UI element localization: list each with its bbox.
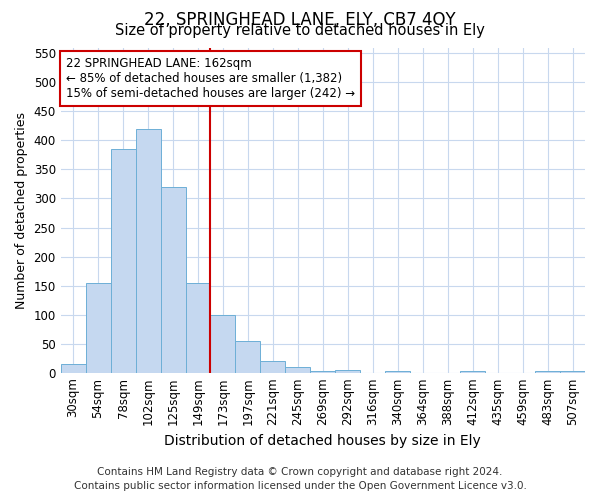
- Bar: [260, 361, 286, 372]
- Bar: [136, 129, 161, 372]
- Bar: [335, 370, 360, 372]
- Bar: [161, 187, 185, 372]
- Bar: [385, 371, 410, 372]
- Bar: [560, 371, 585, 372]
- Y-axis label: Number of detached properties: Number of detached properties: [15, 112, 28, 308]
- Bar: [110, 149, 136, 372]
- Bar: [61, 364, 86, 372]
- Bar: [460, 371, 485, 372]
- Bar: [86, 282, 110, 372]
- Bar: [211, 314, 235, 372]
- Bar: [235, 340, 260, 372]
- Text: 22, SPRINGHEAD LANE, ELY, CB7 4QY: 22, SPRINGHEAD LANE, ELY, CB7 4QY: [144, 11, 456, 29]
- Bar: [286, 367, 310, 372]
- Text: 22 SPRINGHEAD LANE: 162sqm
← 85% of detached houses are smaller (1,382)
15% of s: 22 SPRINGHEAD LANE: 162sqm ← 85% of deta…: [66, 58, 355, 100]
- Text: Size of property relative to detached houses in Ely: Size of property relative to detached ho…: [115, 22, 485, 38]
- X-axis label: Distribution of detached houses by size in Ely: Distribution of detached houses by size …: [164, 434, 481, 448]
- Bar: [310, 371, 335, 372]
- Text: Contains HM Land Registry data © Crown copyright and database right 2024.
Contai: Contains HM Land Registry data © Crown c…: [74, 467, 526, 491]
- Bar: [185, 282, 211, 372]
- Bar: [535, 371, 560, 372]
